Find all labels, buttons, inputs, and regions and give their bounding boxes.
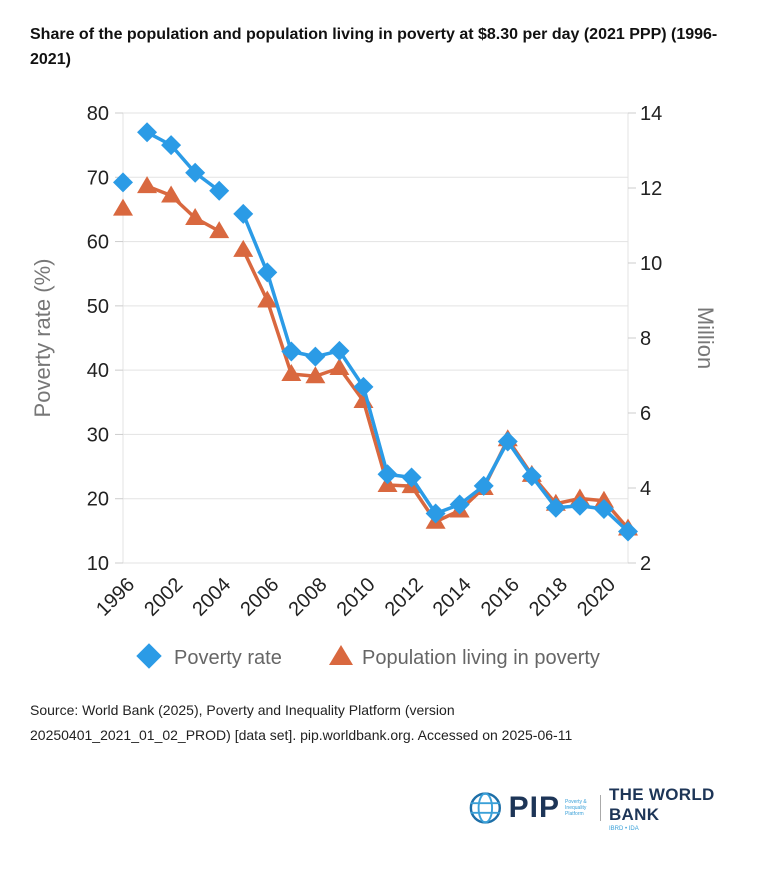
left-tick-label: 50 bbox=[87, 296, 109, 318]
chart-title: Share of the population and population l… bbox=[30, 26, 718, 68]
data-point-diamond bbox=[185, 162, 206, 183]
series-line bbox=[146, 130, 221, 193]
x-tick-label: 2004 bbox=[188, 574, 235, 621]
world-bank-subtitle: IBRD • IDA bbox=[608, 825, 639, 832]
data-point-diamond bbox=[113, 172, 133, 193]
left-tick-label: 70 bbox=[87, 167, 109, 189]
x-tick-label: 2018 bbox=[525, 574, 572, 621]
left-tick-label: 80 bbox=[87, 103, 109, 125]
series-line bbox=[146, 184, 221, 233]
data-point-diamond bbox=[305, 346, 326, 367]
pip-logo-text: PIP bbox=[508, 791, 561, 824]
x-tick-label: 2008 bbox=[285, 574, 332, 621]
data-point-diamond bbox=[497, 431, 518, 452]
data-point-diamond bbox=[329, 340, 350, 361]
legend-triangle-icon bbox=[329, 645, 353, 665]
data-point-diamond bbox=[521, 466, 542, 487]
pip-world-bank-logo: PIP Poverty & Inequality Platform THE WO… bbox=[468, 784, 764, 832]
data-point-diamond bbox=[425, 503, 446, 524]
data-point-diamond bbox=[545, 497, 566, 518]
globe-icon bbox=[469, 792, 501, 824]
data-point-triangle bbox=[185, 208, 206, 225]
x-tick-label: 2006 bbox=[236, 574, 283, 621]
right-tick-label: 12 bbox=[640, 178, 662, 200]
right-tick-label: 2 bbox=[640, 553, 651, 575]
data-point-diamond bbox=[353, 376, 374, 397]
world-bank-name: THE WORLD BANK bbox=[608, 784, 715, 824]
chart: 10 20 30 40 50 60 70 80 2 4 6 8 10 12 14 1996 2002 2004… bbox=[30, 103, 718, 669]
series-population-living-in-poverty bbox=[113, 176, 638, 536]
data-point-triangle bbox=[161, 185, 182, 203]
data-point-diamond bbox=[233, 203, 254, 224]
legend-label-poverty-rate[interactable]: Poverty rate bbox=[174, 647, 282, 669]
right-tick-label: 4 bbox=[640, 478, 651, 500]
left-tick-label: 40 bbox=[87, 360, 109, 382]
series-poverty-rate bbox=[113, 122, 638, 542]
data-point-triangle bbox=[113, 198, 133, 216]
legend: Poverty rate Population living in povert… bbox=[136, 643, 600, 669]
x-axis-ticks: 1996 2002 2004 2006 2008 2010 2012 2014 2016 2018… bbox=[92, 574, 620, 621]
data-point-triangle bbox=[233, 239, 254, 257]
data-point-diamond bbox=[618, 521, 638, 542]
data-point-diamond bbox=[473, 475, 494, 496]
x-tick-label: 1996 bbox=[92, 574, 139, 621]
data-point-triangle bbox=[305, 366, 326, 384]
left-tick-label: 10 bbox=[87, 553, 109, 575]
source-note: Source: World Bank (2025), Poverty and I… bbox=[30, 698, 750, 748]
left-axis-label: Poverty rate (%) bbox=[30, 259, 55, 418]
data-point-triangle bbox=[329, 358, 350, 375]
legend-label-population[interactable]: Population living in poverty bbox=[362, 647, 600, 669]
left-tick-label: 60 bbox=[87, 232, 109, 254]
series-line bbox=[241, 213, 630, 533]
data-point-diamond bbox=[449, 494, 470, 515]
source-line-1: Source: World Bank (2025), Poverty and I… bbox=[30, 702, 455, 718]
data-point-diamond bbox=[161, 135, 182, 156]
data-point-triangle bbox=[209, 221, 230, 239]
data-point-triangle bbox=[137, 176, 158, 194]
legend-diamond-icon bbox=[136, 643, 162, 669]
data-point-diamond bbox=[569, 495, 590, 516]
data-point-diamond bbox=[593, 499, 614, 519]
data-point-diamond bbox=[281, 341, 302, 362]
right-axis-ticks: 2 4 6 8 10 12 14 bbox=[628, 103, 662, 575]
logo-divider bbox=[600, 795, 601, 821]
series-line bbox=[241, 249, 630, 530]
x-tick-label: 2014 bbox=[429, 574, 476, 621]
right-tick-label: 10 bbox=[640, 253, 662, 275]
right-tick-label: 6 bbox=[640, 403, 651, 425]
data-point-diamond bbox=[209, 180, 230, 201]
gridlines bbox=[122, 112, 629, 564]
x-tick-label: 2016 bbox=[477, 574, 524, 621]
pip-logo-subtitle: Poverty & Inequality Platform bbox=[565, 799, 587, 817]
left-axis-ticks: 10 20 30 40 50 60 70 80 bbox=[87, 103, 123, 575]
data-point-diamond bbox=[401, 467, 422, 488]
x-tick-label: 2020 bbox=[573, 574, 620, 621]
data-point-triangle bbox=[281, 364, 302, 381]
left-tick-label: 30 bbox=[87, 424, 109, 446]
source-line-2: 20250401_2021_01_02_PROD) [data set]. pi… bbox=[30, 727, 573, 743]
data-point-diamond bbox=[377, 464, 398, 485]
series-layer bbox=[113, 122, 638, 542]
data-point-diamond bbox=[257, 262, 278, 283]
x-tick-label: 2010 bbox=[333, 574, 380, 621]
x-tick-label: 2012 bbox=[381, 574, 428, 621]
x-tick-label: 2002 bbox=[140, 574, 187, 621]
right-axis-label: Million bbox=[693, 307, 718, 369]
left-tick-label: 20 bbox=[87, 489, 109, 511]
data-point-diamond bbox=[137, 122, 158, 143]
right-tick-label: 14 bbox=[640, 103, 662, 125]
right-tick-label: 8 bbox=[640, 328, 651, 350]
data-point-triangle bbox=[257, 290, 278, 308]
